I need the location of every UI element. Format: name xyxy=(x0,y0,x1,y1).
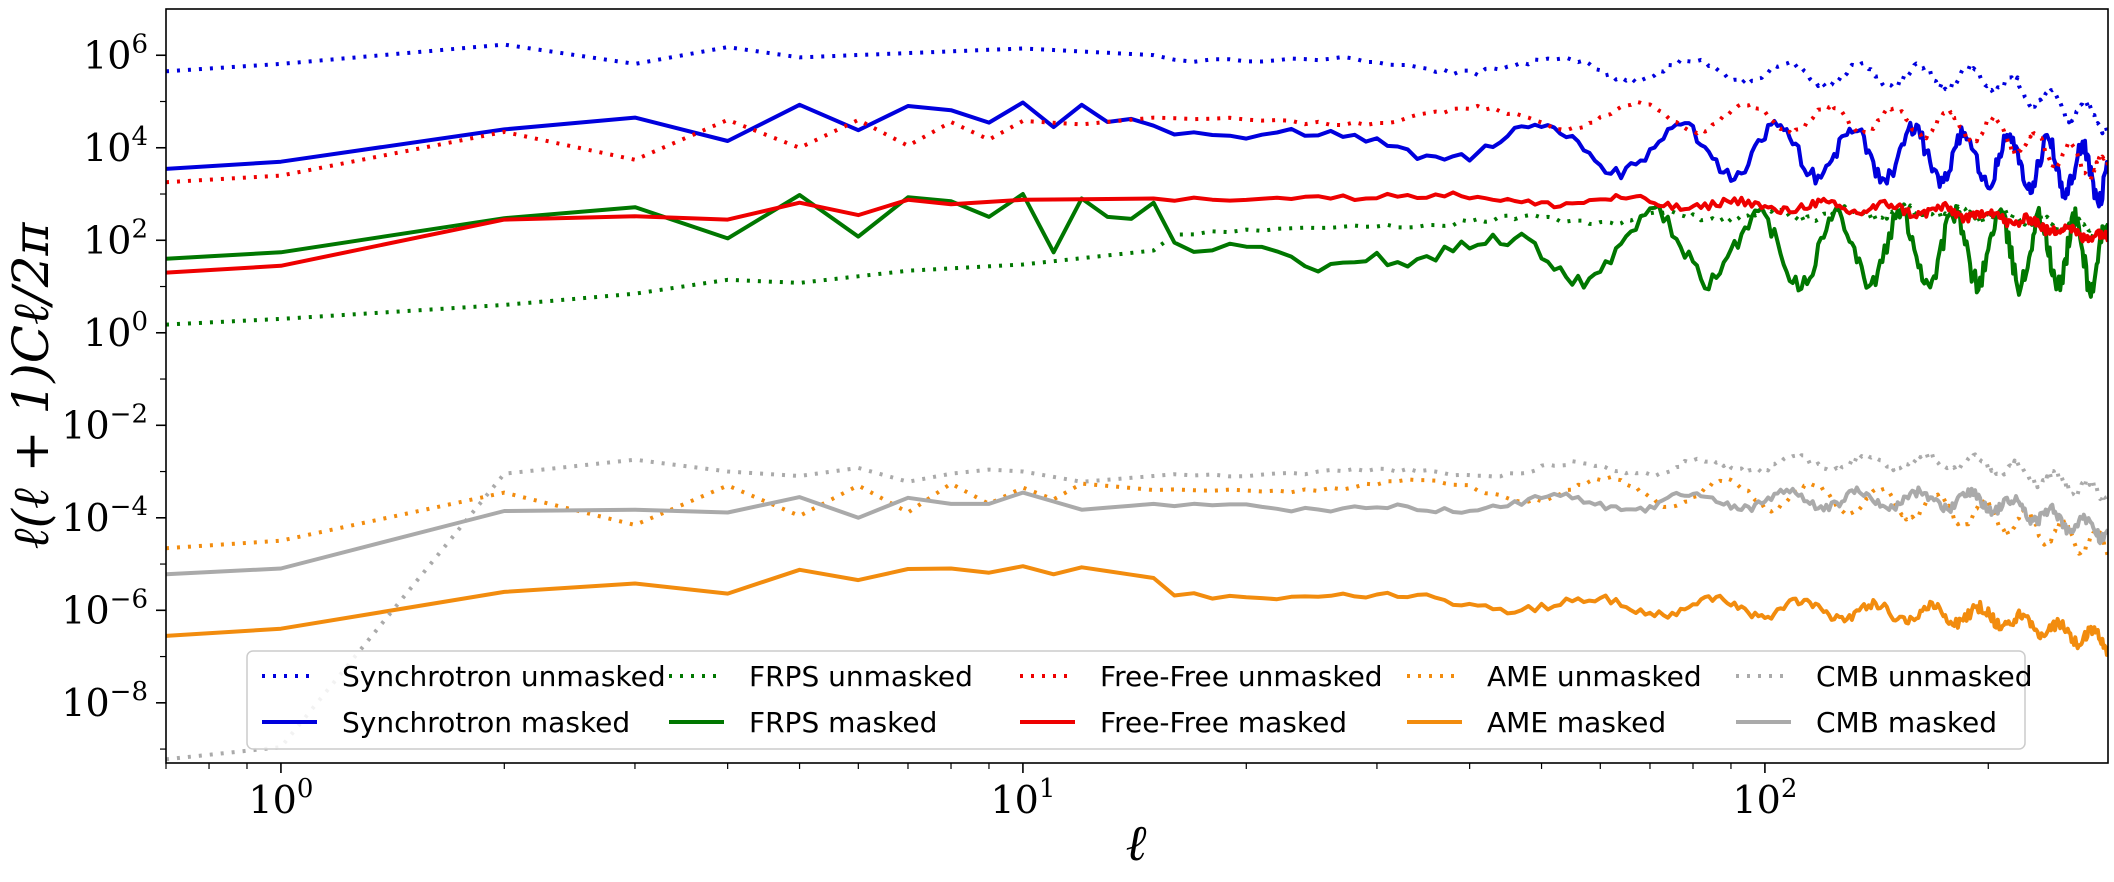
legend-label: Synchrotron masked xyxy=(342,706,630,739)
legend: Synchrotron unmasked Synchrotron masked FR… xyxy=(246,650,2033,750)
legend-label: AME masked xyxy=(1487,706,1666,739)
legend-label: AME unmasked xyxy=(1487,660,1702,693)
series-line xyxy=(166,100,2108,209)
legend-label: Free-Free unmasked xyxy=(1100,660,1383,693)
x-tick-label: 100 xyxy=(248,774,313,822)
y-tick-label: 10−8 xyxy=(61,677,148,725)
y-axis-title: ℓ(ℓ + 1)Cℓ/2π xyxy=(2,221,60,549)
y-tick-label: 104 xyxy=(83,122,148,170)
series-line xyxy=(166,475,2108,558)
legend-label: FRPS masked xyxy=(749,706,937,739)
y-tick-label: 10−2 xyxy=(61,399,148,447)
series-line xyxy=(166,450,2108,762)
series-line xyxy=(166,564,2108,657)
y-tick-label: 102 xyxy=(83,214,148,262)
y-tick-label: 100 xyxy=(83,307,148,355)
series-line xyxy=(166,99,2108,185)
y-tick-label: 10−4 xyxy=(61,492,148,540)
series-layer xyxy=(166,42,2108,762)
legend-label: Synchrotron unmasked xyxy=(342,660,666,693)
axis-layer: 100 101 102 106 104 102 100 10−2 10−4 10−6 10−8 xyxy=(61,29,1989,822)
series-line xyxy=(166,192,2108,299)
x-axis-title: ℓ xyxy=(1126,814,1147,872)
legend-label: Free-Free masked xyxy=(1100,706,1347,739)
legend-label: CMB masked xyxy=(1816,706,1997,739)
legend-label: CMB unmasked xyxy=(1816,660,2033,693)
x-tick-label: 101 xyxy=(990,774,1055,822)
series-line xyxy=(166,190,2108,275)
y-tick-label: 10−6 xyxy=(61,584,148,632)
plot-frame xyxy=(165,8,2109,764)
legend-label: FRPS unmasked xyxy=(749,660,973,693)
x-tick-label: 102 xyxy=(1732,774,1797,822)
y-tick-label: 106 xyxy=(83,29,148,77)
series-line xyxy=(166,485,2108,577)
